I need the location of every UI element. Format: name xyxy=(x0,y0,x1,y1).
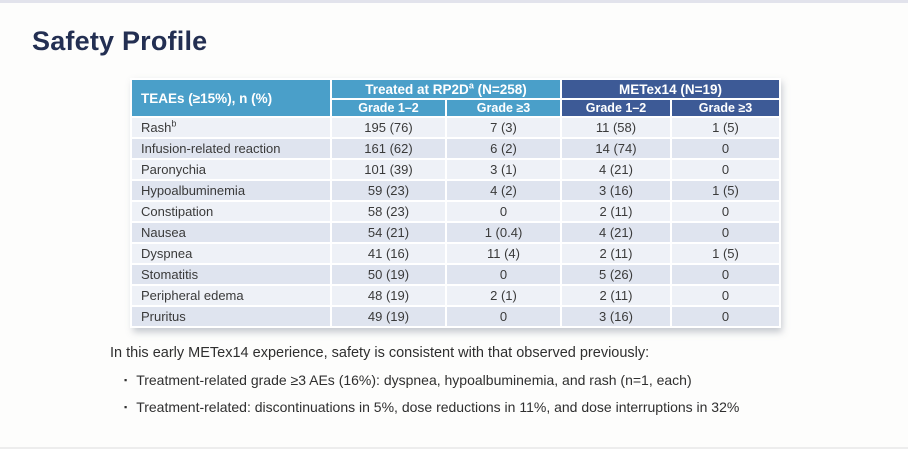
table-row: Dyspnea 41 (16) 11 (4) 2 (11) 1 (5) xyxy=(130,242,782,265)
cell-rp2d-grade3: 11 (4) xyxy=(445,242,562,265)
cell-metex14-grade3: 0 xyxy=(669,263,782,286)
summary-bullet-2: ▪ Treatment-related: discontinuations in… xyxy=(124,398,830,416)
cell-rp2d-grade3: 0 xyxy=(445,305,562,328)
cell-rp2d-grade12: 161 (62) xyxy=(330,137,447,160)
table-row: Paronychia 101 (39) 3 (1) 4 (21) 0 xyxy=(130,158,782,181)
cell-metex14-grade12: 2 (11) xyxy=(560,284,672,307)
table-row: Infusion-related reaction 161 (62) 6 (2)… xyxy=(130,137,782,160)
row-label: Pruritus xyxy=(130,305,332,328)
cell-metex14-grade3: 0 xyxy=(669,221,782,244)
cell-rp2d-grade12: 48 (19) xyxy=(330,284,447,307)
cell-metex14-grade12: 4 (21) xyxy=(560,221,672,244)
row-label: Rashb xyxy=(130,116,332,139)
cell-metex14-grade12: 2 (11) xyxy=(560,242,672,265)
cell-rp2d-grade3: 0 xyxy=(445,200,562,223)
cell-metex14-grade12: 5 (26) xyxy=(560,263,672,286)
row-label: Nausea xyxy=(130,221,332,244)
summary-block: In this early METex14 experience, safety… xyxy=(110,344,830,426)
cell-rp2d-grade3: 4 (2) xyxy=(445,179,562,202)
cell-metex14-grade12: 3 (16) xyxy=(560,179,672,202)
row-label: Stomatitis xyxy=(130,263,332,286)
cell-metex14-grade12: 11 (58) xyxy=(560,116,672,139)
teae-table: TEAEs (≥15%), n (%) Treated at RP2Da (N=… xyxy=(130,78,782,328)
table-row: Peripheral edema 48 (19) 2 (1) 2 (11) 0 xyxy=(130,284,782,307)
summary-intro: In this early METex14 experience, safety… xyxy=(110,345,650,361)
cell-metex14-grade12: 2 (11) xyxy=(560,200,672,223)
cell-rp2d-grade3: 6 (2) xyxy=(445,137,562,160)
table-row: Stomatitis 50 (19) 0 5 (26) 0 xyxy=(130,263,782,286)
cell-rp2d-grade12: 59 (23) xyxy=(330,179,447,202)
cell-metex14-grade3: 1 (5) xyxy=(669,242,782,265)
subheader-rp2d-grade12: Grade 1–2 xyxy=(330,98,447,118)
group-header-rp2d-n: (N=258) xyxy=(473,81,527,97)
cell-rp2d-grade3: 7 (3) xyxy=(445,116,562,139)
row-label: Dyspnea xyxy=(130,242,332,265)
table-row: Pruritus 49 (19) 0 3 (16) 0 xyxy=(130,305,782,328)
row-label: Infusion-related reaction xyxy=(130,137,332,160)
cell-rp2d-grade3: 2 (1) xyxy=(445,284,562,307)
cell-metex14-grade3: 1 (5) xyxy=(669,179,782,202)
group-header-metex14-label: METex14 (N=19) xyxy=(619,81,722,97)
cell-metex14-grade3: 0 xyxy=(669,137,782,160)
cell-metex14-grade12: 4 (21) xyxy=(560,158,672,181)
cell-metex14-grade12: 14 (74) xyxy=(560,137,672,160)
subheader-rp2d-grade3: Grade ≥3 xyxy=(445,98,562,118)
cell-rp2d-grade3: 1 (0.4) xyxy=(445,221,562,244)
summary-bullet-1: ▪ Treatment-related grade ≥3 AEs (16%): … xyxy=(124,371,830,389)
group-header-rp2d-footnote-marker: a xyxy=(468,80,474,90)
row-label: Peripheral edema xyxy=(130,284,332,307)
cell-rp2d-grade12: 50 (19) xyxy=(330,263,447,286)
cell-rp2d-grade3: 0 xyxy=(445,263,562,286)
cell-rp2d-grade12: 41 (16) xyxy=(330,242,447,265)
page-title: Safety Profile xyxy=(32,26,208,56)
table-corner-header: TEAEs (≥15%), n (%) xyxy=(130,78,332,118)
safety-table-container: TEAEs (≥15%), n (%) Treated at RP2Da (N=… xyxy=(130,78,782,328)
cell-rp2d-grade12: 195 (76) xyxy=(330,116,447,139)
summary-bullet-2-text: Treatment-related: discontinuations in 5… xyxy=(136,399,740,416)
cell-metex14-grade3: 0 xyxy=(669,158,782,181)
cell-rp2d-grade12: 54 (21) xyxy=(330,221,447,244)
subheader-metex14-grade3: Grade ≥3 xyxy=(669,98,782,118)
slide-bottom-strip xyxy=(0,447,908,449)
summary-bullet-1-text: Treatment-related grade ≥3 AEs (16%): dy… xyxy=(136,372,692,389)
group-header-metex14: METex14 (N=19) xyxy=(559,78,782,100)
cell-metex14-grade12: 3 (16) xyxy=(560,305,672,328)
row-label: Hypoalbuminemia xyxy=(130,179,332,202)
row-label: Constipation xyxy=(130,200,332,223)
cell-rp2d-grade12: 49 (19) xyxy=(330,305,447,328)
cell-metex14-grade3: 0 xyxy=(669,200,782,223)
row-label: Paronychia xyxy=(130,158,332,181)
bullet-icon: ▪ xyxy=(124,402,128,413)
cell-rp2d-grade12: 101 (39) xyxy=(330,158,447,181)
cell-metex14-grade3: 1 (5) xyxy=(669,116,782,139)
bullet-icon: ▪ xyxy=(124,375,128,386)
subheader-metex14-grade12: Grade 1–2 xyxy=(560,98,672,118)
table-row: Hypoalbuminemia 59 (23) 4 (2) 3 (16) 1 (… xyxy=(130,179,782,202)
cell-rp2d-grade12: 58 (23) xyxy=(330,200,447,223)
cell-rp2d-grade3: 3 (1) xyxy=(445,158,562,181)
table-row: Constipation 58 (23) 0 2 (11) 0 xyxy=(130,200,782,223)
table-row: Nausea 54 (21) 1 (0.4) 4 (21) 0 xyxy=(130,221,782,244)
table-row: Rashb 195 (76) 7 (3) 11 (58) 1 (5) xyxy=(130,116,782,139)
group-header-rp2d-label: Treated at RP2D xyxy=(365,81,469,97)
slide-top-strip xyxy=(0,0,908,3)
group-header-rp2d: Treated at RP2Da (N=258) xyxy=(330,78,562,100)
cell-metex14-grade3: 0 xyxy=(669,305,782,328)
cell-metex14-grade3: 0 xyxy=(669,284,782,307)
